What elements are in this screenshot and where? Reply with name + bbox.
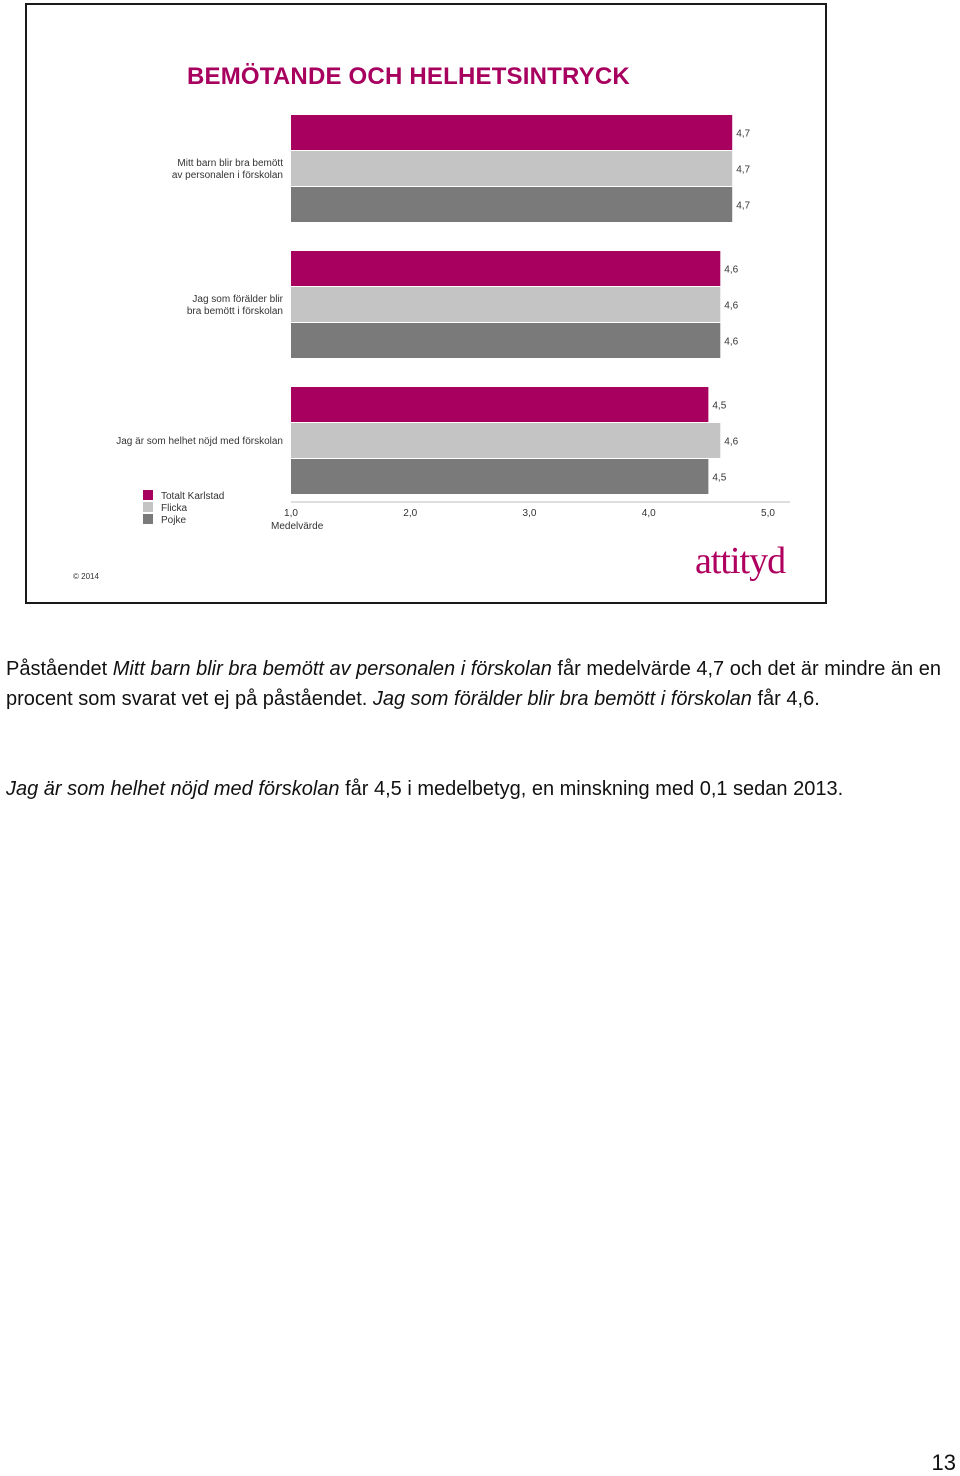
bar <box>291 151 733 186</box>
x-tick-label: 1,0 <box>284 508 298 519</box>
category-label: Mitt barn blir bra bemött <box>177 158 283 169</box>
p2-statement: Jag är som helhet nöjd med förskolan <box>6 778 340 800</box>
category-label: bra bemött i förskolan <box>187 306 283 317</box>
legend-label: Pojke <box>161 515 186 526</box>
data-label: 4,6 <box>724 301 738 312</box>
p1-statement-1: Mitt barn blir bra bemött av personalen … <box>112 658 552 680</box>
bar <box>291 459 709 494</box>
paragraph-1: Påståendet Mitt barn blir bra bemött av … <box>6 654 954 714</box>
legend-label: Totalt Karlstad <box>161 491 224 502</box>
p1-start: Påståendet <box>6 658 113 680</box>
bar <box>291 323 721 358</box>
bar <box>291 251 721 286</box>
data-label: 4,7 <box>736 129 750 140</box>
p1-statement-2: Jag som förälder blir bra bemött i försk… <box>372 688 752 710</box>
legend-swatch <box>143 514 153 524</box>
bar <box>291 423 721 458</box>
p2-end: får 4,5 i medelbetyg, en minskning med 0… <box>339 778 844 800</box>
data-label: 4,6 <box>724 337 738 348</box>
x-tick-label: 2,0 <box>403 508 417 519</box>
p1-end: får 4,6. <box>751 688 820 710</box>
x-axis-label: Medelvärde <box>271 521 324 532</box>
data-label: 4,5 <box>712 401 726 412</box>
p1-middle: får medelvärde 4,7 och det är mindre än … <box>6 658 941 710</box>
category-label: av personalen i förskolan <box>172 170 283 181</box>
category-label: Jag är som helhet nöjd med förskolan <box>116 436 283 447</box>
paragraph-2: Jag är som helhet nöjd med förskolan får… <box>6 774 954 804</box>
data-label: 4,6 <box>724 437 738 448</box>
data-label: 4,7 <box>736 201 750 212</box>
legend-swatch <box>143 490 153 500</box>
copyright-text: © 2014 <box>73 572 99 581</box>
bar <box>291 387 709 422</box>
legend-label: Flicka <box>161 503 188 514</box>
chart-slide: BEMÖTANDE OCH HELHETSINTRYCK 4,7 4,7 4,7 Mi… <box>25 3 827 604</box>
data-label: 4,6 <box>724 265 738 276</box>
x-tick-label: 3,0 <box>523 508 537 519</box>
page-number: 13 <box>931 1450 956 1475</box>
bar <box>291 187 733 222</box>
attityd-logo: attityd <box>695 540 786 582</box>
bar <box>291 115 733 150</box>
category-label: Jag som förälder blir <box>192 294 283 305</box>
x-tick-label: 4,0 <box>642 508 656 519</box>
chart-title: BEMÖTANDE OCH HELHETSINTRYCK <box>187 63 630 90</box>
data-label: 4,7 <box>736 165 750 176</box>
data-label: 4,5 <box>712 473 726 484</box>
x-tick-label: 5,0 <box>761 508 775 519</box>
bar <box>291 287 721 322</box>
legend-swatch <box>143 502 153 512</box>
